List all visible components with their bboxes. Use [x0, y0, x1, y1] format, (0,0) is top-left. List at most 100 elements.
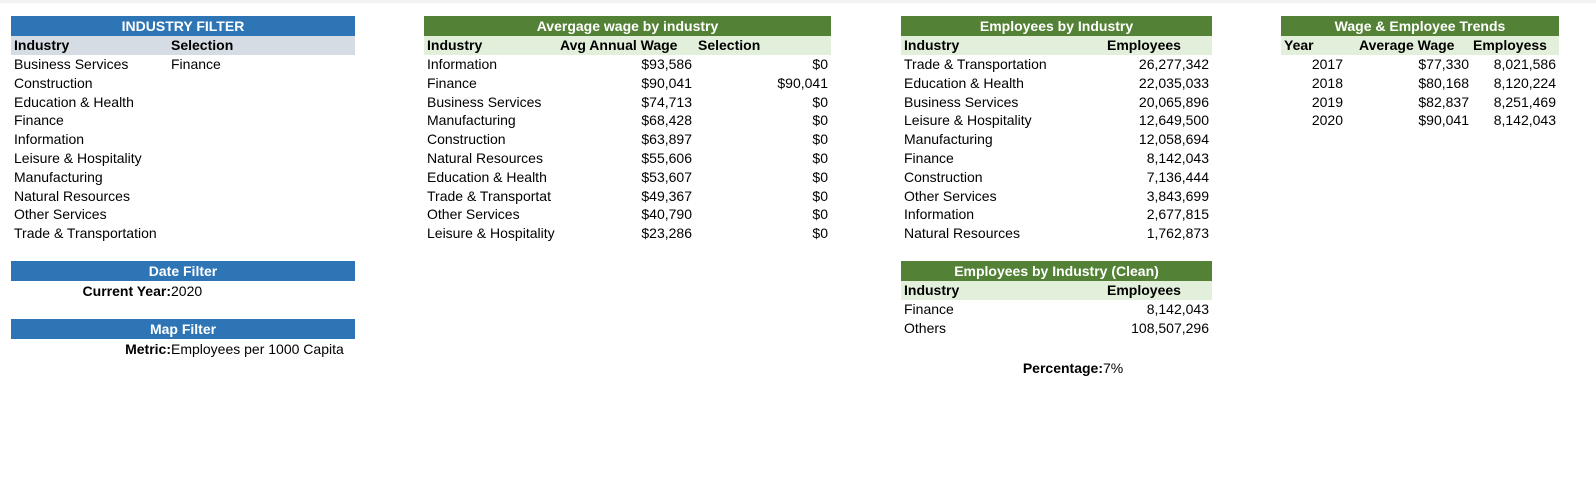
- industry-row[interactable]: Education & Health: [11, 93, 355, 112]
- industry-cell[interactable]: Others: [904, 319, 947, 336]
- table-row[interactable]: Information $93,586 $0: [424, 55, 831, 74]
- industry-cell[interactable]: Natural Resources: [427, 149, 543, 166]
- column-header-industry[interactable]: Industry: [14, 37, 70, 53]
- selection-cell[interactable]: $0: [812, 149, 828, 166]
- employees-cell[interactable]: 20,065,896: [1138, 93, 1209, 110]
- table-row[interactable]: 2020 $90,041 8,142,043: [1281, 111, 1559, 130]
- employees-cell[interactable]: 7,136,444: [1146, 168, 1209, 185]
- column-header-year[interactable]: Year: [1284, 37, 1314, 53]
- industry-row[interactable]: Natural Resources: [11, 187, 355, 206]
- table-row[interactable]: Trade & Transportation 26,277,342: [901, 55, 1212, 74]
- industry-cell[interactable]: Manufacturing: [427, 112, 516, 129]
- industry-selection-value[interactable]: Finance: [171, 56, 221, 72]
- employees-cell[interactable]: 2,677,815: [1146, 206, 1209, 223]
- column-header-selection[interactable]: Selection: [171, 37, 234, 53]
- table-row[interactable]: Other Services 3,843,699: [901, 187, 1212, 206]
- employees-cell[interactable]: 8,142,043: [1146, 301, 1209, 317]
- industry-cell[interactable]: Finance: [427, 74, 477, 91]
- employees-cell[interactable]: 8,142,043: [1493, 112, 1556, 129]
- avg-wage-cell[interactable]: $90,041: [641, 74, 692, 91]
- industry-cell[interactable]: Other Services: [427, 206, 520, 223]
- average-wage-cell[interactable]: $80,168: [1418, 74, 1469, 91]
- employees-cell[interactable]: 12,649,500: [1138, 112, 1209, 129]
- column-header-employees[interactable]: Employees: [1107, 37, 1181, 53]
- table-row[interactable]: Trade & Transportat $49,367 $0: [424, 187, 831, 206]
- avg-wage-cell[interactable]: $93,586: [641, 56, 692, 72]
- industry-name[interactable]: Information: [14, 131, 85, 148]
- industry-cell[interactable]: Natural Resources: [904, 225, 1020, 242]
- avg-wage-cell[interactable]: $49,367: [641, 187, 692, 204]
- percentage-value[interactable]: 7%: [1103, 359, 1124, 376]
- column-header-industry[interactable]: Industry: [904, 282, 960, 298]
- table-row[interactable]: Construction $63,897 $0: [424, 130, 831, 149]
- industry-cell[interactable]: Education & Health: [427, 168, 547, 185]
- industry-name[interactable]: Business Services: [14, 56, 129, 72]
- table-row[interactable]: Manufacturing $68,428 $0: [424, 111, 831, 130]
- average-wage-cell[interactable]: $77,330: [1418, 56, 1469, 72]
- employees-cell[interactable]: 108,507,296: [1131, 319, 1209, 336]
- column-header-selection[interactable]: Selection: [698, 37, 761, 53]
- avg-wage-cell[interactable]: $23,286: [641, 225, 692, 242]
- avg-wage-cell[interactable]: $63,897: [641, 131, 692, 148]
- table-row[interactable]: Natural Resources $55,606 $0: [424, 149, 831, 168]
- metric-value[interactable]: Employees per 1000 Capita: [171, 341, 344, 357]
- table-row[interactable]: Natural Resources 1,762,873: [901, 224, 1212, 243]
- employees-cell[interactable]: 26,277,342: [1138, 56, 1209, 72]
- current-year-value[interactable]: 2020: [171, 283, 203, 299]
- table-row[interactable]: Leisure & Hospitality 12,649,500: [901, 111, 1212, 130]
- industry-cell[interactable]: Trade & Transportation: [904, 56, 1047, 72]
- industry-cell[interactable]: Leisure & Hospitality: [427, 225, 555, 242]
- industry-row[interactable]: Leisure & Hospitality: [11, 149, 355, 168]
- table-row[interactable]: Manufacturing 12,058,694: [901, 130, 1212, 149]
- year-cell[interactable]: 2017: [1311, 56, 1343, 72]
- table-row[interactable]: Finance 8,142,043: [901, 149, 1212, 168]
- table-row[interactable]: Finance 8,142,043: [901, 300, 1212, 319]
- industry-name[interactable]: Manufacturing: [14, 168, 103, 185]
- selection-cell[interactable]: $0: [812, 225, 828, 242]
- table-row[interactable]: Construction 7,136,444: [901, 168, 1212, 187]
- average-wage-cell[interactable]: $90,041: [1418, 112, 1469, 129]
- column-header-industry[interactable]: Industry: [904, 37, 960, 53]
- industry-cell[interactable]: Education & Health: [904, 74, 1024, 91]
- year-cell[interactable]: 2018: [1311, 74, 1343, 91]
- industry-cell[interactable]: Other Services: [904, 187, 997, 204]
- employees-cell[interactable]: 1,762,873: [1146, 225, 1209, 242]
- table-row[interactable]: Education & Health 22,035,033: [901, 74, 1212, 93]
- year-cell[interactable]: 2020: [1311, 112, 1343, 129]
- industry-row[interactable]: Manufacturing: [11, 168, 355, 187]
- industry-cell[interactable]: Trade & Transportat: [427, 187, 551, 204]
- industry-cell[interactable]: Construction: [427, 131, 506, 148]
- table-row[interactable]: 2019 $82,837 8,251,469: [1281, 93, 1559, 112]
- employees-cell[interactable]: 8,142,043: [1146, 149, 1209, 166]
- table-row[interactable]: Business Services 20,065,896: [901, 93, 1212, 112]
- industry-name[interactable]: Finance: [14, 112, 64, 129]
- table-row[interactable]: 2018 $80,168 8,120,224: [1281, 74, 1559, 93]
- industry-cell[interactable]: Manufacturing: [904, 131, 993, 148]
- avg-wage-cell[interactable]: $55,606: [641, 149, 692, 166]
- avg-wage-cell[interactable]: $68,428: [641, 112, 692, 129]
- industry-row[interactable]: Other Services: [11, 205, 355, 224]
- employees-cell[interactable]: 3,843,699: [1146, 187, 1209, 204]
- industry-cell[interactable]: Leisure & Hospitality: [904, 112, 1032, 129]
- table-row[interactable]: Leisure & Hospitality $23,286 $0: [424, 224, 831, 243]
- selection-cell[interactable]: $0: [812, 206, 828, 223]
- industry-row[interactable]: Construction: [11, 74, 355, 93]
- employees-cell[interactable]: 8,120,224: [1493, 74, 1556, 91]
- column-header-employees[interactable]: Employees: [1107, 282, 1181, 298]
- industry-cell[interactable]: Information: [904, 206, 975, 223]
- industry-cell[interactable]: Information: [427, 56, 498, 72]
- table-row[interactable]: Business Services $74,713 $0: [424, 93, 831, 112]
- industry-cell[interactable]: Finance: [904, 301, 954, 317]
- employees-cell[interactable]: 12,058,694: [1138, 131, 1209, 148]
- selection-cell[interactable]: $0: [812, 93, 828, 110]
- column-header-industry[interactable]: Industry: [427, 37, 483, 53]
- selection-cell[interactable]: $0: [812, 56, 828, 72]
- industry-cell[interactable]: Business Services: [904, 93, 1019, 110]
- industry-name[interactable]: Trade & Transportation: [14, 225, 157, 242]
- table-row[interactable]: Information 2,677,815: [901, 205, 1212, 224]
- industry-cell[interactable]: Finance: [904, 149, 954, 166]
- industry-cell[interactable]: Construction: [904, 168, 983, 185]
- column-header-avg-annual-wage[interactable]: Avg Annual Wage: [560, 37, 678, 53]
- industry-row[interactable]: Information: [11, 130, 355, 149]
- column-header-employess[interactable]: Employess: [1473, 37, 1547, 53]
